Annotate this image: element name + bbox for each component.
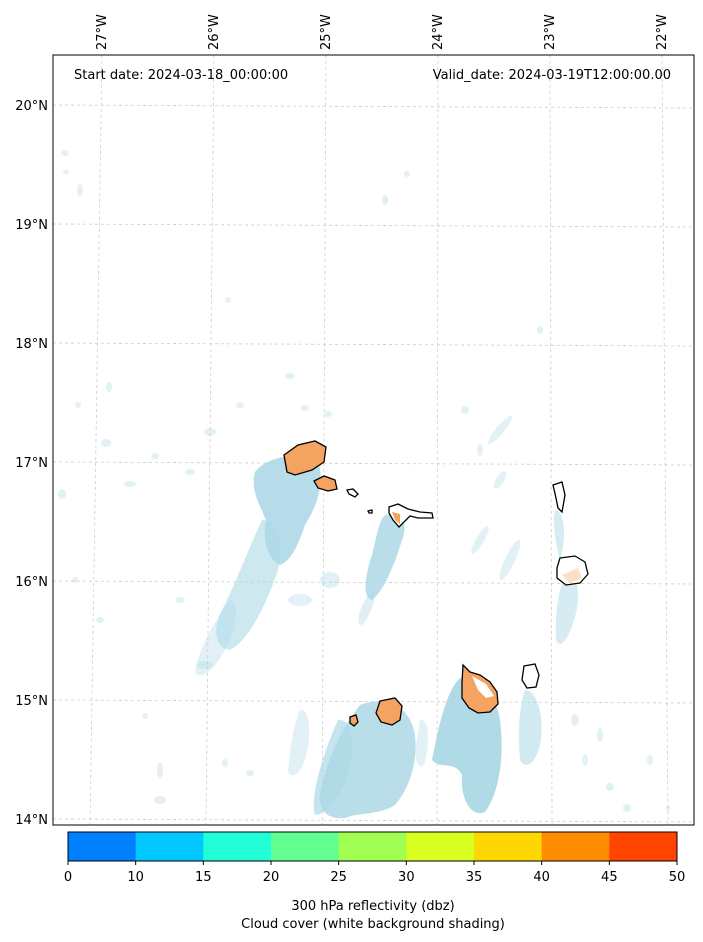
colorbar-segment xyxy=(338,832,407,861)
colorbar-tick-label: 15 xyxy=(195,870,212,885)
lat-label: 14°N xyxy=(15,813,48,828)
colorbar-tick-label: 40 xyxy=(533,870,550,885)
islands xyxy=(283,440,589,727)
lon-label: 25°W xyxy=(319,14,334,50)
lat-label: 16°N xyxy=(15,575,48,590)
colorbar-segment xyxy=(609,832,678,861)
colorbar: 0 10 15 20 25 30 35 40 45 50 xyxy=(64,831,686,885)
lat-label: 17°N xyxy=(15,456,48,471)
lat-label: 19°N xyxy=(15,218,48,233)
island-fogo xyxy=(375,697,403,726)
colorbar-tick-label: 30 xyxy=(398,870,415,885)
colorbar-segment xyxy=(203,832,272,861)
start-date-label: Start date: 2024-03-18_00:00:00 xyxy=(74,68,288,83)
lon-label: 27°W xyxy=(95,14,110,50)
longitude-labels: 27°W 26°W 25°W 24°W 23°W 22°W xyxy=(95,14,670,50)
colorbar-tick-label: 50 xyxy=(669,870,686,885)
colorbar-label-1: 300 hPa reflectivity (dbz) xyxy=(291,899,455,914)
colorbar-tick-label: 0 xyxy=(64,870,72,885)
lon-label: 26°W xyxy=(207,14,222,50)
lon-label: 22°W xyxy=(655,14,670,50)
colorbar-segment xyxy=(406,832,475,861)
colorbar-tick-label: 45 xyxy=(601,870,618,885)
island-sao-vicente xyxy=(313,475,338,492)
colorbar-tick-label: 35 xyxy=(466,870,483,885)
island-santo-antao xyxy=(283,440,327,476)
cloud-plumes xyxy=(195,456,579,819)
colorbar-segment xyxy=(474,832,543,861)
lat-label: 15°N xyxy=(15,694,48,709)
latitude-labels: 20°N 19°N 18°N 17°N 16°N 15°N 14°N xyxy=(15,99,48,828)
island-santa-luzia xyxy=(346,488,359,498)
map-frame xyxy=(52,54,695,826)
colorbar-segment xyxy=(68,832,137,861)
island-brava xyxy=(349,714,359,727)
valid-date-label: Valid_date: 2024-03-19T12:00:00.00 xyxy=(433,68,671,83)
colorbar-segment xyxy=(271,832,340,861)
colorbar-tick-label: 20 xyxy=(263,870,280,885)
island-raso xyxy=(367,509,373,514)
colorbar-frame xyxy=(67,831,678,862)
colorbar-segment xyxy=(135,832,204,861)
lon-label: 23°W xyxy=(543,14,558,50)
colorbar-label-2: Cloud cover (white background shading) xyxy=(241,917,505,932)
map-area xyxy=(53,55,694,825)
lat-label: 20°N xyxy=(15,99,48,114)
island-maio xyxy=(521,663,540,689)
colorbar-tick-label: 10 xyxy=(127,870,144,885)
island-sal xyxy=(552,481,566,514)
lat-label: 18°N xyxy=(15,337,48,352)
colorbar-segment xyxy=(541,832,610,861)
colorbar-tick-label: 25 xyxy=(330,870,347,885)
lon-label: 24°W xyxy=(431,14,446,50)
cloud-speckles xyxy=(58,150,670,812)
